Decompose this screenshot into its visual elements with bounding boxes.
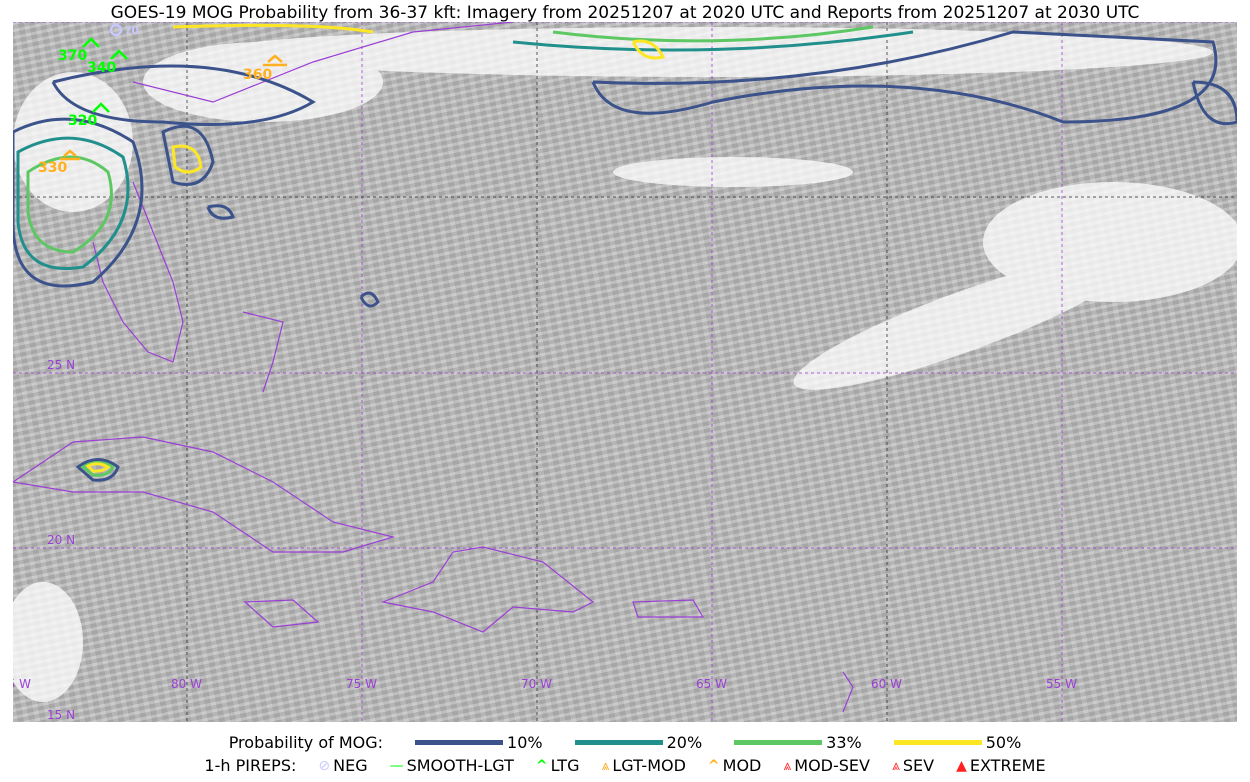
coastlines <box>13 22 854 713</box>
mog-contours <box>13 23 1237 482</box>
lat-label: 15 N <box>47 708 76 722</box>
lon-label: 75 W <box>346 677 377 691</box>
swatch-20 <box>574 740 663 745</box>
legend-label: LGT-MOD <box>612 756 686 775</box>
swatch-50 <box>893 740 982 745</box>
neg-icon: ⊘ <box>318 757 331 774</box>
ltg-pirep-icon <box>82 37 100 48</box>
grid-lines <box>13 22 1237 722</box>
probability-legend: Probability of MOG: 10% 20% 33% 50% <box>0 733 1250 752</box>
legend-label: MOD <box>722 756 762 775</box>
legend-label: NEG <box>333 756 368 775</box>
lon-label: 80 W <box>171 677 202 691</box>
ltg-pirep-icon <box>92 102 110 113</box>
lgt-mod-pirep-icon <box>263 54 287 67</box>
legend-label: SMOOTH-LGT <box>406 756 514 775</box>
smooth-lgt-icon: — <box>389 757 404 774</box>
lon-label: 60 W <box>871 677 902 691</box>
legend-label: EXTREME <box>969 756 1046 775</box>
ltg-icon: ^ <box>535 757 548 774</box>
map-overlay <box>13 22 1237 722</box>
ltg-pirep-icon <box>110 49 128 60</box>
legend-title: Probability of MOG: <box>228 733 384 752</box>
legend-label: 10% <box>507 733 543 752</box>
extreme-icon: ▲ <box>956 757 967 774</box>
pirep-legend: 1-h PIREPS: ⊘ NEG — SMOOTH-LGT ^ LTG ⩓ LGT-M… <box>0 756 1250 775</box>
pirep-markers <box>60 23 287 161</box>
map-title: GOES-19 MOG Probability from 36-37 kft: … <box>110 3 1140 23</box>
legend-label: MOD-SEV <box>794 756 870 775</box>
swatch-33 <box>734 740 823 745</box>
lon-label: 55 W <box>1046 677 1077 691</box>
lon-label: 65 W <box>696 677 727 691</box>
legend-label: LTG <box>550 756 580 775</box>
satellite-map[interactable]: 370 340 320 360 330 ?0 85 W 80 W 75 W 70… <box>13 22 1237 722</box>
lgt-mod-pirep-icon <box>60 149 80 161</box>
pirep-label: 370 <box>58 48 88 64</box>
lat-label: 20 N <box>47 533 76 547</box>
lon-label: 70 W <box>521 677 552 691</box>
mod-icon: ^ <box>707 757 720 774</box>
legend-label: SEV <box>902 756 935 775</box>
swatch-10 <box>415 740 504 745</box>
lgt-mod-icon: ⩓ <box>601 757 610 774</box>
neg-pirep-icon <box>109 23 123 37</box>
mod-sev-icon: ⩓ <box>783 757 792 774</box>
cloud-patches <box>13 27 1237 702</box>
pirep-label: 320 <box>68 113 98 129</box>
legend-label: 50% <box>985 733 1022 752</box>
pirep-label: ?0 <box>125 24 140 37</box>
pirep-label: 360 <box>243 67 273 83</box>
sev-icon: ⩓ <box>891 757 900 774</box>
pirep-label: 330 <box>38 160 68 176</box>
lon-label: 85 W <box>13 677 31 691</box>
legend-label: 20% <box>666 733 703 752</box>
lat-label: 25 N <box>47 358 76 372</box>
legend-label: 33% <box>826 733 862 752</box>
legend-title: 1-h PIREPS: <box>204 756 297 775</box>
pirep-label: 340 <box>87 60 117 76</box>
